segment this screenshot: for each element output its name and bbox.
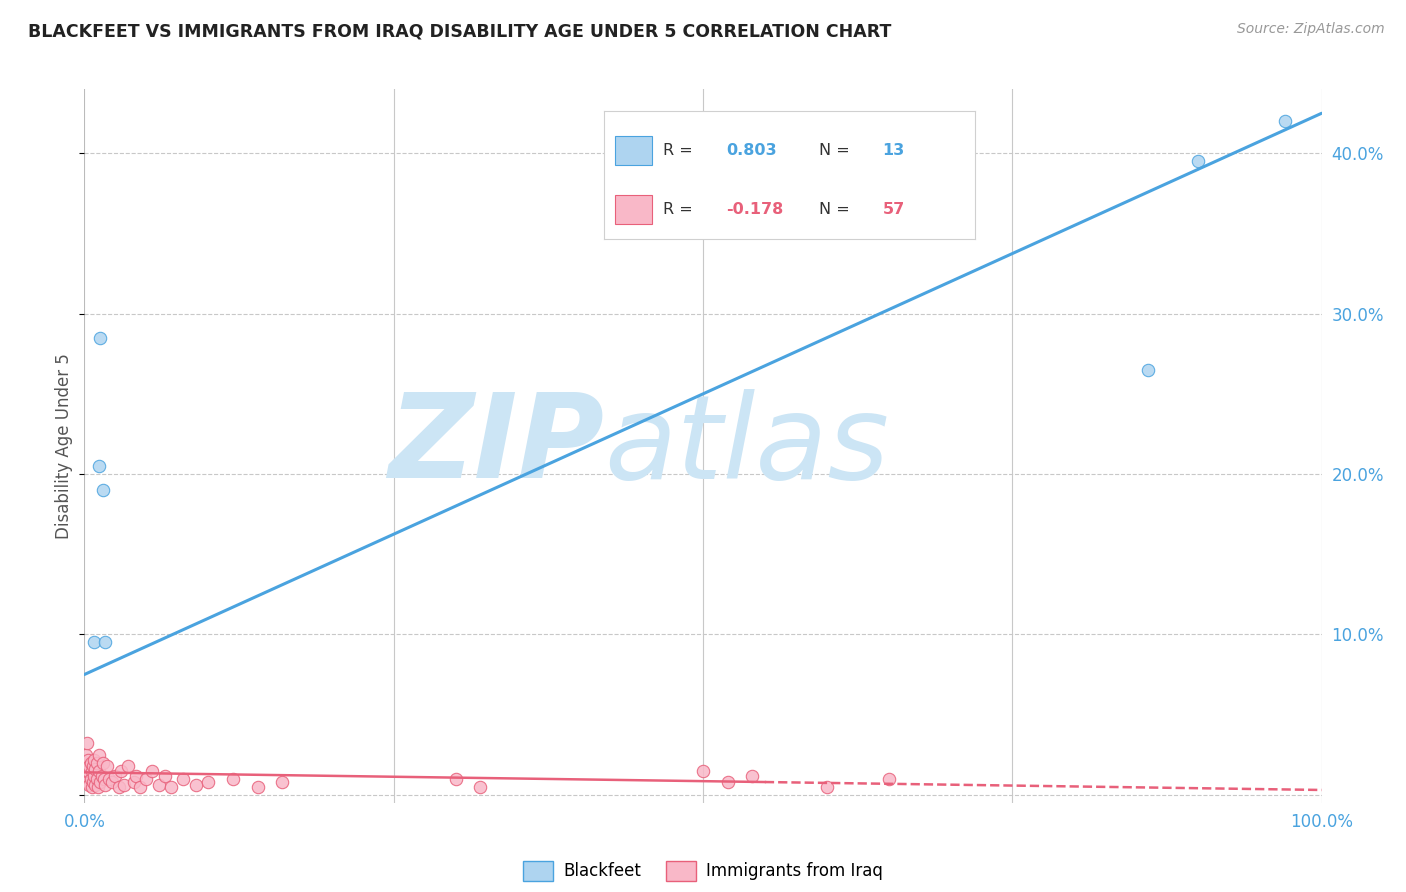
- Point: [1187, 154, 1209, 169]
- Point: [80, 780, 103, 794]
- Text: ZIP: ZIP: [388, 389, 605, 503]
- Point: [89, 775, 111, 789]
- Point: [84, 778, 107, 792]
- Point: [117, 759, 139, 773]
- Point: [122, 775, 145, 789]
- Point: [1274, 114, 1296, 128]
- Point: [76, 736, 98, 750]
- Point: [89, 764, 111, 778]
- Point: [86, 756, 108, 770]
- Point: [815, 780, 838, 794]
- Point: [160, 780, 183, 794]
- Y-axis label: Disability Age Under 5: Disability Age Under 5: [55, 353, 73, 539]
- Text: Source: ZipAtlas.com: Source: ZipAtlas.com: [1237, 22, 1385, 37]
- Text: BLACKFEET VS IMMIGRANTS FROM IRAQ DISABILITY AGE UNDER 5 CORRELATION CHART: BLACKFEET VS IMMIGRANTS FROM IRAQ DISABI…: [28, 22, 891, 40]
- Point: [79, 778, 101, 792]
- Point: [96, 759, 118, 773]
- Point: [77, 752, 100, 766]
- Point: [75, 768, 97, 782]
- Point: [93, 772, 115, 786]
- Point: [470, 780, 492, 794]
- Point: [83, 635, 105, 649]
- Point: [110, 764, 132, 778]
- Point: [94, 635, 117, 649]
- Point: [89, 458, 111, 473]
- Point: [77, 764, 100, 778]
- Point: [148, 778, 170, 792]
- Point: [82, 775, 104, 789]
- Point: [82, 759, 104, 773]
- Point: [75, 747, 97, 762]
- Point: [90, 768, 112, 782]
- Point: [112, 778, 135, 792]
- Point: [91, 756, 114, 770]
- Point: [80, 764, 103, 778]
- Point: [692, 764, 714, 778]
- Point: [76, 775, 98, 789]
- Point: [79, 772, 101, 786]
- Point: [86, 772, 108, 786]
- Point: [135, 772, 157, 786]
- Point: [94, 778, 117, 792]
- Point: [271, 775, 294, 789]
- Point: [89, 331, 111, 345]
- Point: [172, 772, 194, 786]
- Point: [87, 780, 110, 794]
- Point: [91, 483, 114, 497]
- Point: [108, 780, 131, 794]
- Point: [100, 775, 122, 789]
- Point: [246, 780, 269, 794]
- Point: [83, 768, 105, 782]
- Point: [98, 772, 121, 786]
- Point: [153, 768, 176, 782]
- Point: [444, 772, 467, 786]
- Point: [184, 778, 207, 792]
- Point: [741, 768, 763, 782]
- Point: [104, 768, 127, 782]
- Point: [1137, 363, 1160, 377]
- Point: [84, 762, 107, 776]
- Point: [89, 747, 111, 762]
- Point: [129, 780, 152, 794]
- Point: [877, 772, 900, 786]
- Point: [197, 775, 219, 789]
- Point: [717, 775, 740, 789]
- Point: [141, 764, 163, 778]
- Legend: Blackfeet, Immigrants from Iraq: Blackfeet, Immigrants from Iraq: [516, 855, 890, 888]
- Point: [79, 759, 101, 773]
- Point: [79, 756, 101, 770]
- Point: [125, 768, 148, 782]
- Text: atlas: atlas: [605, 389, 889, 503]
- Point: [222, 772, 245, 786]
- Point: [83, 752, 105, 766]
